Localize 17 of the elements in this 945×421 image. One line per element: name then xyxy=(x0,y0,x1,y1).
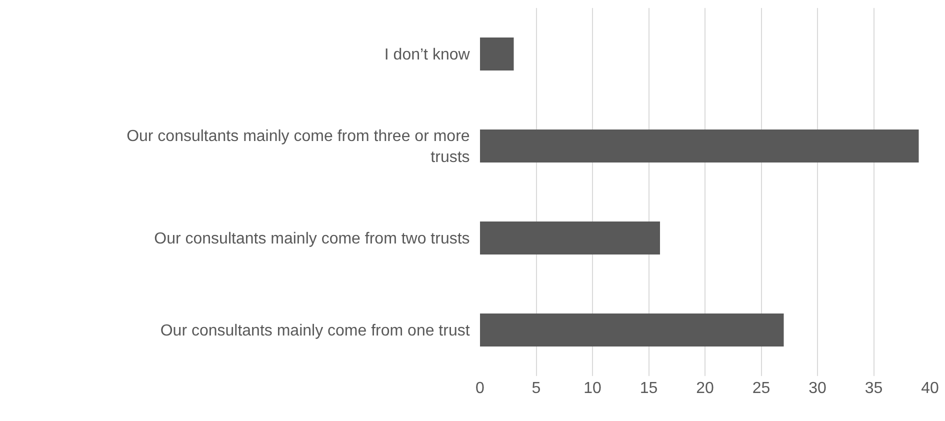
bar xyxy=(480,37,514,71)
y-tick-label: Our consultants mainly come from three or more trusts xyxy=(126,128,470,166)
x-tick-label: 40 xyxy=(921,380,939,397)
x-tick-label: 5 xyxy=(532,380,541,397)
x-tick-label: 0 xyxy=(476,380,485,397)
bar xyxy=(480,129,919,163)
bar xyxy=(480,221,660,255)
y-tick-label: I don’t know xyxy=(384,46,470,64)
x-tick-label: 15 xyxy=(640,380,658,397)
x-tick-label: 10 xyxy=(584,380,602,397)
bar xyxy=(480,313,784,347)
x-tick-label: 25 xyxy=(752,380,770,397)
x-tick-label: 30 xyxy=(808,380,826,397)
y-tick-label: Our consultants mainly come from two trusts xyxy=(154,230,470,248)
x-tick-label: 35 xyxy=(864,380,883,397)
y-tick-label: Our consultants mainly come from one trust xyxy=(160,322,470,340)
x-tick-label: 20 xyxy=(696,380,714,397)
